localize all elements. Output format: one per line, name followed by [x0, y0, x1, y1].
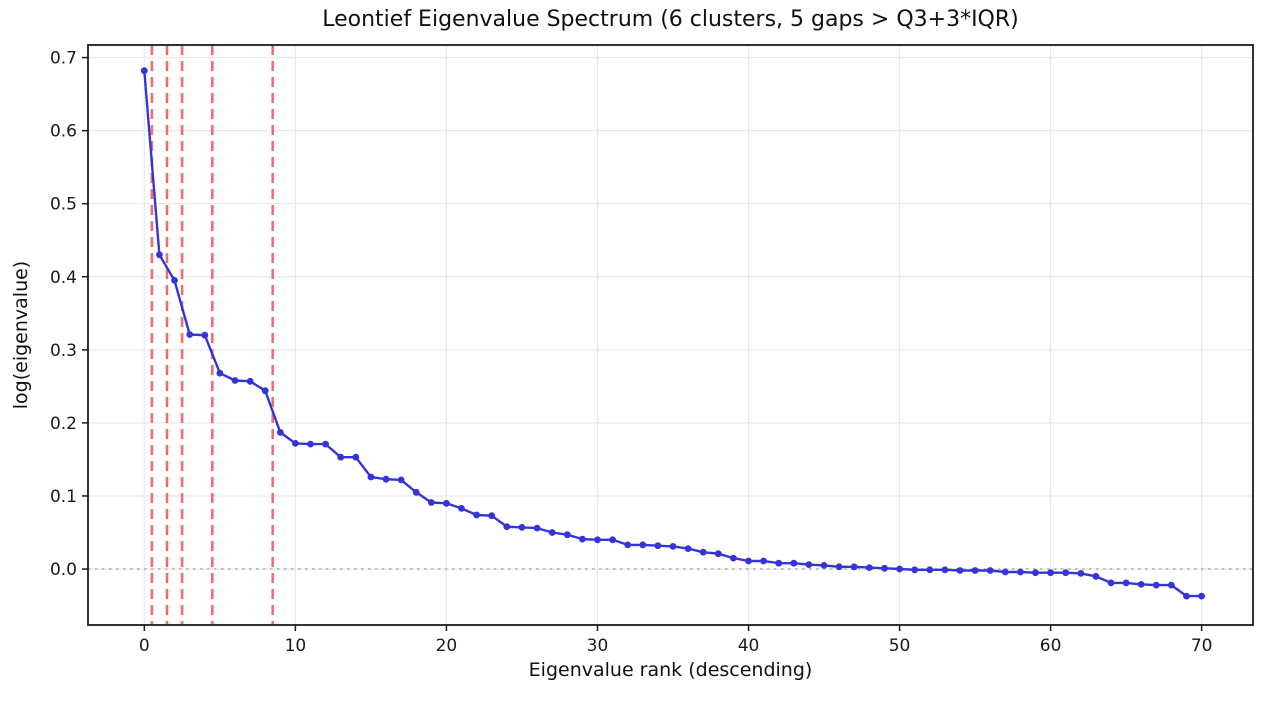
data-point	[1107, 579, 1115, 587]
data-point	[805, 561, 813, 568]
data-point	[835, 563, 843, 571]
y-tick-label: 0.3	[50, 341, 77, 361]
data-point	[986, 567, 994, 574]
x-tick-label: 0	[139, 636, 150, 656]
data-point	[1183, 592, 1190, 600]
x-tick-label: 10	[285, 636, 307, 656]
data-point	[639, 541, 647, 549]
data-point	[971, 567, 979, 574]
x-tick-label: 50	[889, 636, 911, 656]
data-point	[518, 524, 526, 531]
data-point	[745, 557, 752, 565]
data-point	[1047, 569, 1054, 577]
data-point	[412, 488, 420, 496]
data-point	[382, 475, 390, 483]
x-tick-label: 20	[436, 636, 458, 656]
data-point	[820, 562, 828, 569]
chart-title: Leontief Eigenvalue Spectrum (6 clusters…	[322, 7, 1019, 32]
data-point	[427, 499, 435, 506]
data-point	[1198, 592, 1205, 600]
data-point	[276, 429, 284, 436]
data-point	[171, 277, 178, 284]
data-point	[337, 453, 345, 461]
data-point	[548, 529, 556, 536]
y-tick-label: 0.7	[50, 49, 77, 69]
data-point	[458, 505, 465, 512]
y-tick-label: 0.4	[50, 268, 77, 288]
data-point	[352, 453, 360, 461]
y-tick-label: 0.2	[50, 414, 77, 434]
data-point	[896, 565, 903, 573]
data-point	[699, 548, 707, 556]
data-point	[1152, 581, 1160, 589]
data-point	[624, 541, 632, 549]
data-point	[941, 566, 949, 574]
data-point	[488, 512, 496, 520]
data-point	[911, 566, 919, 574]
data-point	[579, 535, 586, 543]
data-point	[322, 440, 329, 448]
data-point	[956, 567, 964, 574]
data-point	[775, 559, 783, 567]
x-tick-label: 40	[738, 636, 760, 656]
data-point	[594, 536, 601, 544]
data-point	[730, 554, 737, 562]
data-point	[654, 542, 662, 550]
y-tick-label: 0.6	[50, 122, 77, 142]
data-point	[1092, 572, 1100, 580]
data-point	[1062, 569, 1070, 577]
data-point	[790, 559, 798, 567]
data-point	[367, 473, 375, 481]
data-point	[881, 564, 888, 572]
data-point	[1122, 579, 1130, 587]
spectrum-line	[143, 70, 1202, 598]
x-tick-label: 60	[1040, 636, 1062, 656]
x-tick-label: 30	[587, 636, 609, 656]
data-point	[865, 564, 873, 571]
data-point	[201, 331, 209, 339]
data-point	[684, 545, 692, 552]
data-point	[261, 387, 269, 395]
plot-frame	[87, 44, 1254, 626]
data-point	[669, 543, 677, 550]
x-tick-label: 70	[1191, 636, 1213, 656]
data-point	[714, 550, 722, 558]
data-point	[231, 377, 239, 384]
data-point	[1032, 569, 1039, 577]
data-point	[1077, 570, 1085, 577]
data-point	[397, 476, 405, 484]
y-tick-label: 0.0	[50, 560, 77, 580]
data-point	[926, 566, 934, 574]
data-point	[307, 440, 314, 448]
data-point	[563, 531, 571, 539]
data-point	[1017, 568, 1024, 576]
data-point	[156, 251, 163, 259]
data-point	[140, 67, 148, 75]
data-point	[186, 331, 194, 338]
data-point	[443, 499, 450, 507]
data-point	[473, 511, 480, 519]
data-point	[216, 369, 224, 377]
data-point	[292, 440, 299, 447]
data-point	[503, 523, 511, 531]
data-point	[246, 377, 254, 385]
data-point	[1168, 581, 1175, 589]
x-axis-label: Eigenvalue rank (descending)	[528, 659, 813, 681]
data-point	[1001, 568, 1009, 576]
y-tick-label: 0.1	[50, 487, 77, 507]
data-point	[1137, 581, 1145, 588]
data-point	[609, 536, 616, 544]
y-tick-label: 0.5	[50, 195, 77, 215]
data-point	[533, 524, 541, 532]
data-point	[760, 557, 767, 565]
data-point	[850, 563, 858, 571]
